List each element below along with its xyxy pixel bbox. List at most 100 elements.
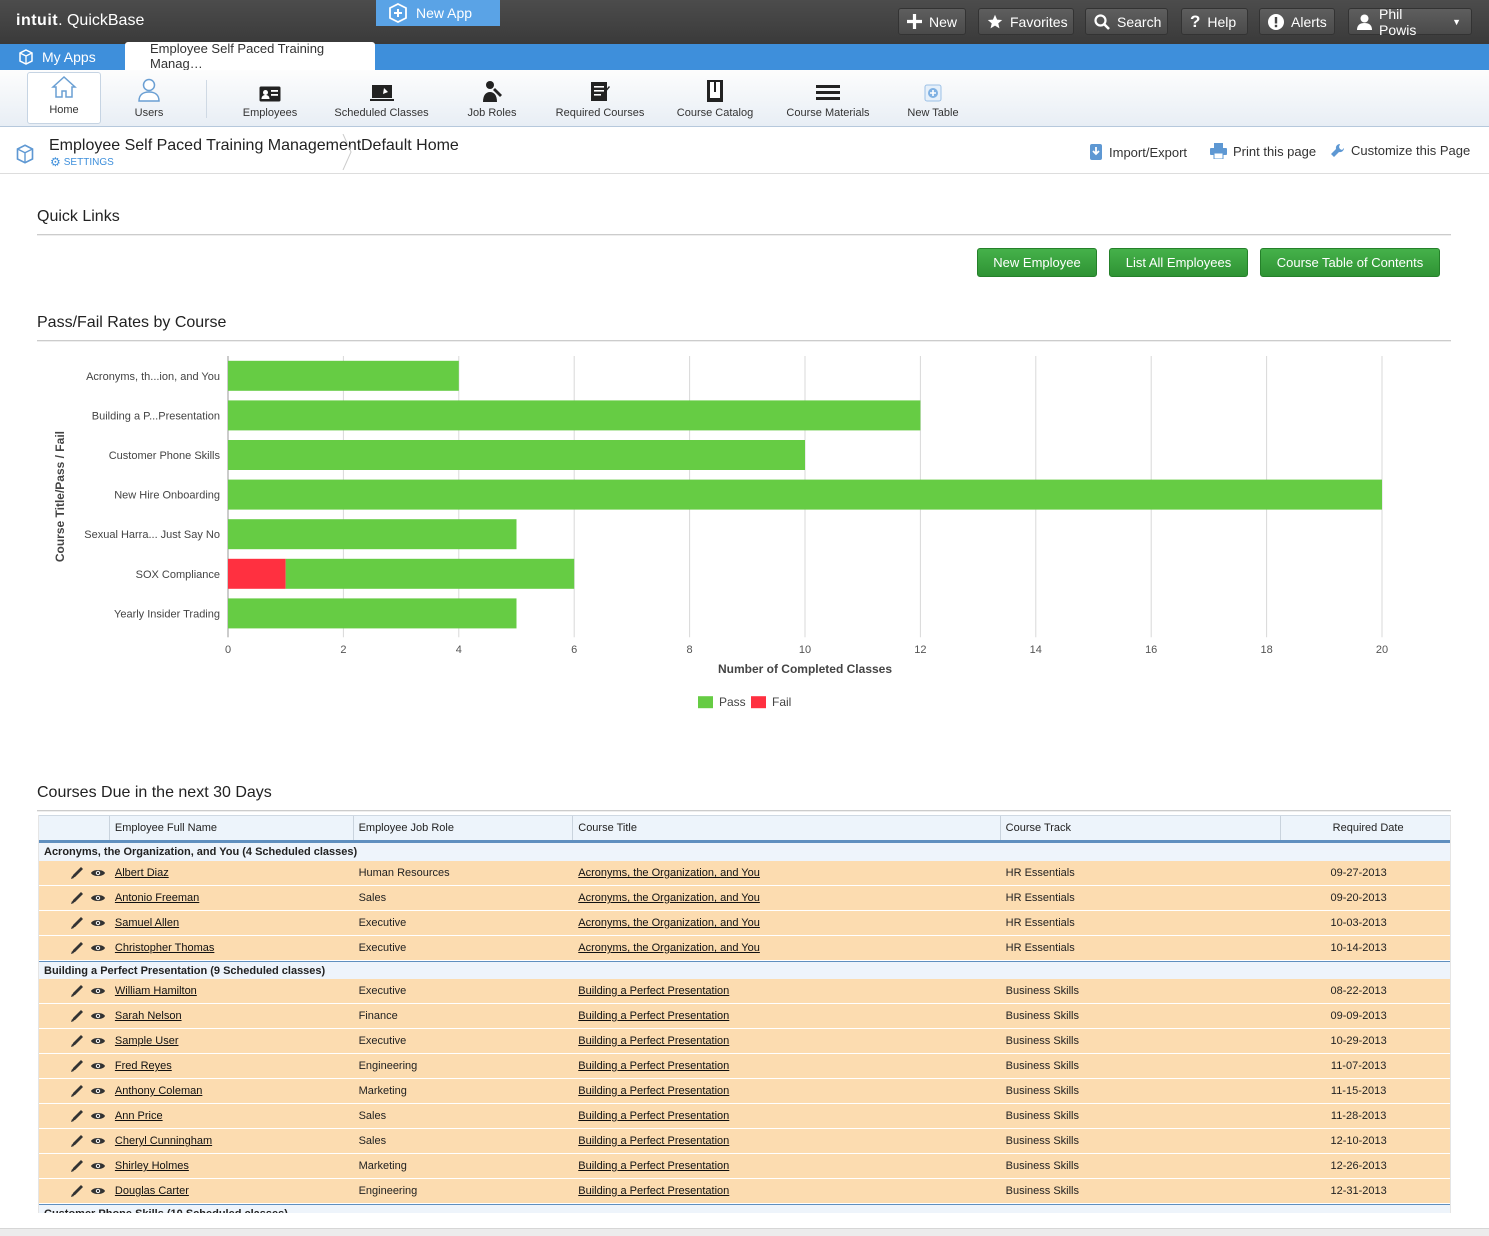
tab-new-app[interactable]: New App (376, 0, 500, 26)
course-link[interactable]: Acronyms, the Organization, and You (578, 917, 760, 929)
column-header[interactable]: Employee Job Role (354, 816, 574, 840)
view-eye-icon[interactable] (90, 1061, 105, 1071)
employee-name-link[interactable]: Douglas Carter (110, 1185, 354, 1197)
edit-pencil-icon[interactable] (70, 984, 84, 998)
new-button[interactable]: New (898, 8, 966, 35)
column-header[interactable]: Course Title (573, 816, 1001, 840)
edit-pencil-icon[interactable] (70, 1134, 84, 1148)
course-link[interactable]: Acronyms, the Organization, and You (578, 942, 760, 954)
nav-job-roles[interactable]: Job Roles (460, 70, 524, 127)
employee-link[interactable]: Douglas Carter (114, 1185, 189, 1197)
course-title-link[interactable]: Acronyms, the Organization, and You (573, 892, 1000, 904)
employee-name-link[interactable]: Fred Reyes (110, 1060, 354, 1072)
course-title-link[interactable]: Acronyms, the Organization, and You (573, 917, 1000, 929)
search-button[interactable]: Search (1085, 8, 1168, 35)
tab-current-app[interactable]: Employee Self Paced Training Manag… (125, 41, 375, 71)
employee-name-link[interactable]: Anthony Coleman (110, 1085, 354, 1097)
course-title-link[interactable]: Building a Perfect Presentation (573, 1110, 1000, 1122)
list-all-employees-button[interactable]: List All Employees (1109, 248, 1248, 277)
course-title-link[interactable]: Building a Perfect Presentation (573, 1085, 1000, 1097)
print-page-link[interactable]: Print this page (1210, 143, 1316, 159)
course-title-link[interactable]: Building a Perfect Presentation (573, 1035, 1000, 1047)
course-table-of-contents-button[interactable]: Course Table of Contents (1260, 248, 1440, 277)
course-title-link[interactable]: Building a Perfect Presentation (573, 1185, 1000, 1197)
course-title-link[interactable]: Building a Perfect Presentation (573, 1010, 1000, 1022)
employee-link[interactable]: Ann Price (114, 1110, 163, 1122)
employee-name-link[interactable]: William Hamilton (110, 985, 354, 997)
course-title-link[interactable]: Building a Perfect Presentation (573, 1135, 1000, 1147)
nav-course-materials[interactable]: Course Materials (781, 70, 875, 127)
course-link[interactable]: Building a Perfect Presentation (578, 1110, 730, 1122)
course-link[interactable]: Building a Perfect Presentation (578, 1035, 730, 1047)
nav-course-catalog[interactable]: Course Catalog (672, 70, 758, 127)
view-eye-icon[interactable] (90, 943, 105, 953)
edit-pencil-icon[interactable] (70, 916, 84, 930)
quickbase-logo[interactable]: intuit. QuickBase (16, 12, 145, 29)
employee-name-link[interactable]: Samuel Allen (110, 917, 354, 929)
view-eye-icon[interactable] (90, 1161, 105, 1171)
employee-name-link[interactable]: Antonio Freeman (110, 892, 354, 904)
course-link[interactable]: Building a Perfect Presentation (578, 1085, 730, 1097)
course-title-link[interactable]: Acronyms, the Organization, and You (573, 867, 1000, 879)
help-button[interactable]: ? Help (1181, 8, 1248, 35)
course-link[interactable]: Building a Perfect Presentation (578, 985, 730, 997)
nav-scheduled-classes[interactable]: Scheduled Classes (330, 70, 433, 127)
employee-name-link[interactable]: Shirley Holmes (110, 1160, 354, 1172)
course-link[interactable]: Acronyms, the Organization, and You (578, 867, 760, 879)
employee-name-link[interactable]: Christopher Thomas (110, 942, 354, 954)
column-header[interactable]: Course Track (1001, 816, 1282, 840)
employee-name-link[interactable]: Cheryl Cunningham (110, 1135, 354, 1147)
course-link[interactable]: Building a Perfect Presentation (578, 1010, 730, 1022)
view-eye-icon[interactable] (90, 1036, 105, 1046)
column-header[interactable]: Employee Full Name (110, 816, 354, 840)
settings-link[interactable]: ⚙ SETTINGS (50, 155, 114, 169)
course-link[interactable]: Building a Perfect Presentation (578, 1135, 730, 1147)
import-export-link[interactable]: Import/Export (1089, 143, 1187, 161)
employee-link[interactable]: Albert Diaz (114, 867, 169, 879)
view-eye-icon[interactable] (90, 918, 105, 928)
employee-name-link[interactable]: Sarah Nelson (110, 1010, 354, 1022)
view-eye-icon[interactable] (90, 868, 105, 878)
alerts-button[interactable]: Alerts (1259, 8, 1335, 35)
tab-my-apps[interactable]: My Apps (18, 44, 96, 70)
edit-pencil-icon[interactable] (70, 1009, 84, 1023)
edit-pencil-icon[interactable] (70, 1059, 84, 1073)
employee-link[interactable]: Fred Reyes (114, 1060, 172, 1072)
column-header[interactable]: Required Date (1332, 822, 1404, 834)
course-link[interactable]: Building a Perfect Presentation (578, 1185, 730, 1197)
nav-home[interactable]: Home (27, 72, 101, 124)
view-eye-icon[interactable] (90, 1186, 105, 1196)
nav-required-courses[interactable]: Required Courses (552, 70, 648, 127)
employee-link[interactable]: William Hamilton (114, 985, 197, 997)
course-title-link[interactable]: Building a Perfect Presentation (573, 1160, 1000, 1172)
course-link[interactable]: Building a Perfect Presentation (578, 1060, 730, 1072)
employee-name-link[interactable]: Albert Diaz (110, 867, 354, 879)
employee-link[interactable]: Shirley Holmes (114, 1160, 189, 1172)
nav-new-table[interactable]: New Table (900, 70, 966, 127)
employee-link[interactable]: Samuel Allen (114, 917, 180, 929)
view-eye-icon[interactable] (90, 1136, 105, 1146)
edit-pencil-icon[interactable] (70, 1159, 84, 1173)
edit-pencil-icon[interactable] (70, 941, 84, 955)
edit-pencil-icon[interactable] (70, 866, 84, 880)
view-eye-icon[interactable] (90, 893, 105, 903)
employee-name-link[interactable]: Sample User (110, 1035, 354, 1047)
employee-link[interactable]: Antonio Freeman (114, 892, 200, 904)
edit-pencil-icon[interactable] (70, 1034, 84, 1048)
employee-link[interactable]: Sarah Nelson (114, 1010, 182, 1022)
course-link[interactable]: Building a Perfect Presentation (578, 1160, 730, 1172)
employee-link[interactable]: Anthony Coleman (114, 1085, 203, 1097)
course-link[interactable]: Acronyms, the Organization, and You (578, 892, 760, 904)
app-title[interactable]: Employee Self Paced Training Management (49, 137, 362, 154)
view-eye-icon[interactable] (90, 1111, 105, 1121)
course-title-link[interactable]: Acronyms, the Organization, and You (573, 942, 1000, 954)
new-employee-button[interactable]: New Employee (977, 248, 1097, 277)
employee-link[interactable]: Sample User (114, 1035, 179, 1047)
nav-users[interactable]: Users (119, 70, 179, 127)
employee-link[interactable]: Christopher Thomas (114, 942, 215, 954)
employee-name-link[interactable]: Ann Price (110, 1110, 354, 1122)
view-eye-icon[interactable] (90, 1086, 105, 1096)
employee-link[interactable]: Cheryl Cunningham (114, 1135, 213, 1147)
user-menu-button[interactable]: Phil Powis ▼ (1348, 6, 1472, 38)
edit-pencil-icon[interactable] (70, 1084, 84, 1098)
